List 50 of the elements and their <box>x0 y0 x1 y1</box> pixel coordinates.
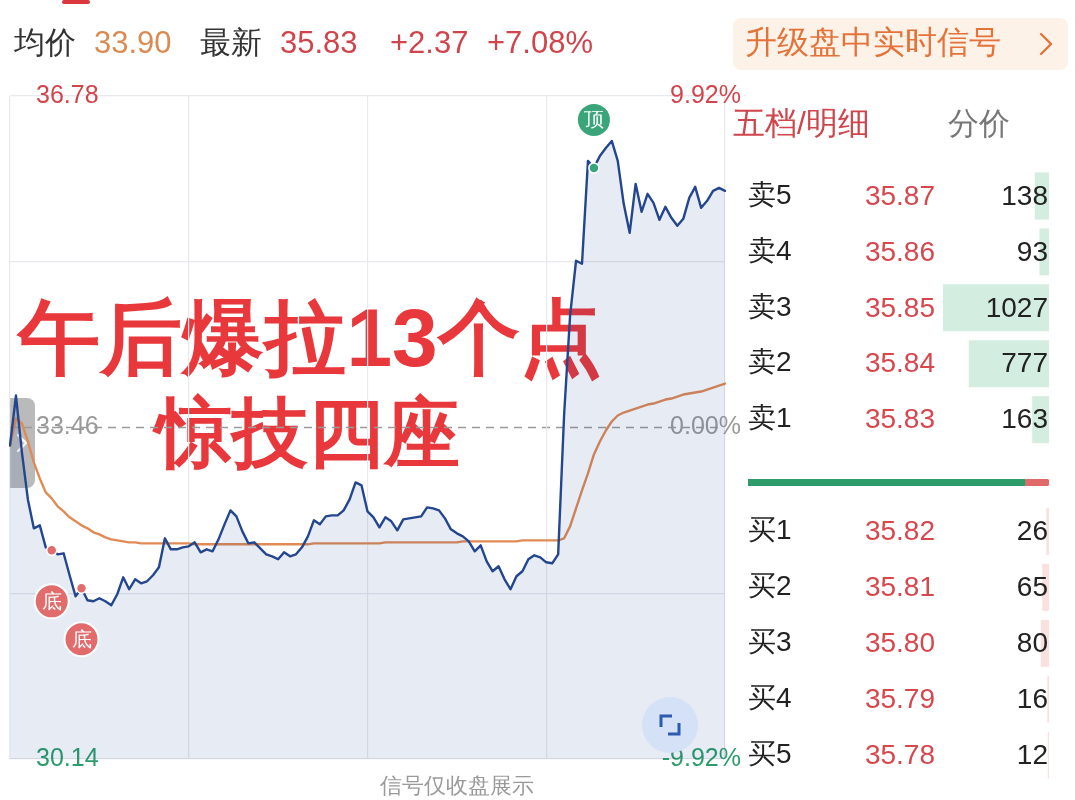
y-tick-label: 卖3 <box>748 290 792 322</box>
y-tick-label: 买3 <box>748 626 792 658</box>
y-tick-label: 30.14 <box>36 742 99 771</box>
data-label: 93 <box>1016 235 1048 267</box>
text: 35.87 <box>864 179 935 211</box>
text: +2.37 <box>390 24 469 60</box>
annotation: 顶 <box>583 108 604 131</box>
text: 35.79 <box>864 683 935 715</box>
text: 35.78 <box>864 738 935 770</box>
text: 35.84 <box>864 347 935 379</box>
data-label: 1027 <box>985 291 1048 323</box>
y-tick-label: 买4 <box>748 682 792 714</box>
data-label: 65 <box>1016 571 1048 603</box>
text: 35.83 <box>280 24 358 60</box>
text: 最新 <box>200 24 262 60</box>
text: 分价 <box>948 105 1010 141</box>
y-tick-label: 33.46 <box>36 411 99 440</box>
text: 35.82 <box>864 515 935 547</box>
y2-tick-label: 0.00% <box>670 411 741 440</box>
y-tick-label: 买1 <box>748 514 792 546</box>
data-label: 163 <box>1001 403 1048 435</box>
data-label: 26 <box>1016 515 1048 547</box>
data-label: 80 <box>1016 627 1048 659</box>
y-tick-label: 卖2 <box>748 346 792 378</box>
y-tick-label: 买2 <box>748 570 792 602</box>
y-tick-label: 36.78 <box>36 79 99 108</box>
text: 35.83 <box>864 403 935 435</box>
text: 信号仅收盘展示 <box>380 773 534 799</box>
y-tick-label: 卖4 <box>748 234 792 266</box>
bar <box>943 284 1049 332</box>
text: 33.90 <box>94 24 172 60</box>
text: 35.85 <box>864 291 935 323</box>
bar <box>968 340 1049 388</box>
text: 35.81 <box>864 571 935 603</box>
annotation: 底 <box>41 589 62 612</box>
text: 35.80 <box>864 627 935 659</box>
text: 升级盘中实时信号 <box>745 23 1001 60</box>
data-label: 16 <box>1016 683 1048 715</box>
text: 惊技四座 <box>152 389 460 475</box>
y-tick-label: 卖5 <box>748 178 792 210</box>
annotation: 底 <box>71 627 92 650</box>
text: +7.08% <box>487 24 594 60</box>
text: 35.86 <box>864 235 935 267</box>
data-label: 138 <box>1001 179 1048 211</box>
text: 均价 <box>13 24 76 60</box>
y-tick-label: 买5 <box>748 737 792 769</box>
y2-tick-label: -9.92% <box>661 742 741 771</box>
y-tick-label: 卖1 <box>748 402 792 434</box>
data-label: 777 <box>1001 347 1048 379</box>
data-label: 12 <box>1016 738 1048 770</box>
